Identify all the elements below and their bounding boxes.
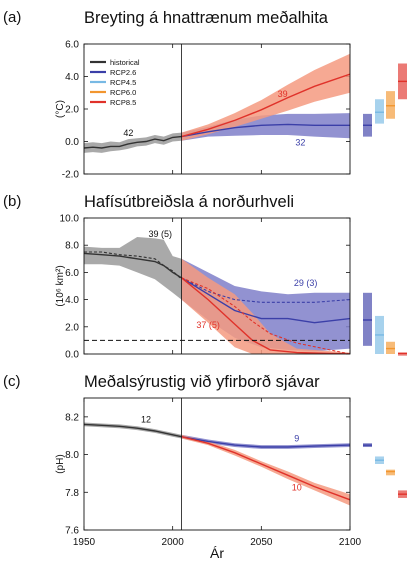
y-tick-label: 7.8 [65,488,79,499]
line-rcp26 [181,277,350,324]
annotation-historical: 12 [141,415,151,425]
band-historical [84,422,182,439]
y-tick-label: 8.0 [65,241,79,252]
y-tick-label: 6.0 [65,268,79,279]
y-tick-label: 6.0 [65,40,79,51]
line-historical [84,423,182,438]
y-tick-label: 4.0 [65,72,79,83]
y-tick-label: 8.0 [65,450,79,461]
band-rcp85 [181,258,350,354]
y-axis-label: (10⁶ km²) [55,265,66,306]
annotation-rcp85: 10 [292,482,302,492]
band-rcp85 [181,53,350,141]
line-rcp26 [181,436,350,448]
band-rcp85 [181,434,350,506]
panel-title: Breyting á hnattrænum meðalhita [84,9,329,27]
plot-frame [83,397,351,531]
panel-label: (c) [3,373,21,390]
x-tick-label: 1950 [73,537,96,548]
line-historical [84,135,182,149]
bar-2081-2100-rcp60 [386,91,395,119]
bar-2081-2100-rcp60 [386,469,395,476]
x-tick-label: 2000 [162,537,185,548]
x-tick-label: 2050 [250,537,273,548]
y-tick-label: 2.0 [65,322,79,333]
panel-title: Meðalsýrustig við yfirborð sjávar [84,373,320,391]
panel-1: (b) Hafísútbreiðsla á norðurhveli (10⁶ km²… [3,193,407,361]
plot-frame [83,43,351,175]
y-tick-label: 10.0 [60,214,80,225]
legend-entry-rcp45: RCP4.5 [110,78,136,87]
y-tick-label: 2.0 [65,105,79,116]
annotation-historical: 39 (5) [148,229,172,239]
y-tick-label: 4.0 [65,295,79,306]
annotation-rcp26: 32 [295,138,305,148]
line-historical [84,252,182,279]
subset-line-historical [84,251,182,280]
line-rcp85 [181,436,350,501]
y-tick-label: 0.0 [65,137,79,148]
annotation-rcp26: 29 (3) [294,278,318,288]
y-tick-label: 0.0 [65,350,79,361]
panel-label: (b) [3,193,21,210]
annotation-rcp26: 9 [294,433,299,443]
legend-entry-rcp60: RCP6.0 [110,88,136,97]
panel-label: (a) [3,9,21,26]
bar-2081-2100-rcp45 [375,99,384,124]
band-rcp26 [181,113,350,141]
band-rcp26 [181,434,350,449]
panel-2: (c) Meðalsýrustig við yfirborð sjávar (pH)… [3,373,407,537]
annotation-rcp85: 39 [278,89,288,99]
y-tick-label: -2.0 [62,170,80,181]
plot-area [84,422,350,506]
legend-entry-historical: historical [110,58,140,67]
legend-entry-rcp26: RCP2.6 [110,68,136,77]
panel-title: Hafísútbreiðsla á norðurhveli [84,193,294,211]
plot-frame [83,217,351,355]
line-rcp85 [181,73,350,138]
plot-area [84,237,350,354]
x-axis-label: Ár [210,545,224,561]
annotation-rcp85: 37 (5) [196,320,220,330]
y-axis-label: (°C) [55,100,66,118]
line-rcp26 [181,123,350,138]
band-historical [84,237,182,300]
y-tick-label: 7.6 [65,526,79,537]
legend-entry-rcp85: RCP8.5 [110,98,136,107]
subset-line-rcp26 [181,277,350,303]
y-tick-label: 8.2 [65,412,79,423]
y-axis-label: (pH) [55,454,66,473]
panel-0: (a) Breyting á hnattrænum meðalhita (°C) -2… [3,9,407,181]
plot-area [84,53,350,153]
x-tick-label: 2100 [339,537,362,548]
annotation-historical: 42 [123,128,133,138]
bar-2081-2100-rcp85 [398,352,407,356]
